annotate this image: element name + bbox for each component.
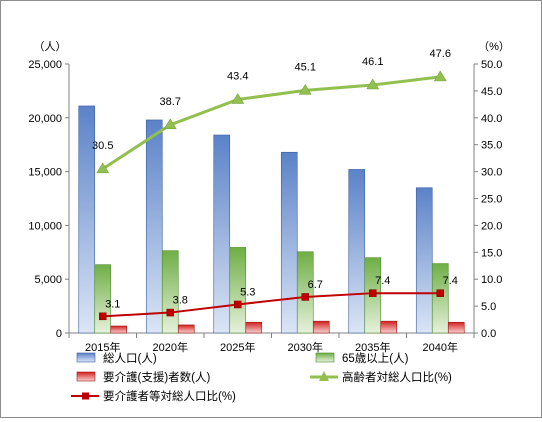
triangle-marker-3 [231, 93, 245, 104]
right-axis-tick-label: 45.0 [481, 86, 502, 98]
care-rate-label-1: 3.1 [105, 298, 120, 310]
bar-3-5 [380, 320, 398, 334]
triangle-marker-2 [163, 118, 177, 130]
bar-3-1 [110, 325, 128, 334]
square-marker-2 [166, 308, 174, 317]
left-axis-tick-label: 25,000 [28, 59, 62, 71]
bar-2-4 [296, 251, 314, 334]
left-axis-unit: （人） [34, 40, 67, 53]
triangle-marker-5 [366, 78, 380, 90]
legend-label-1: 総人口(人) [103, 351, 157, 365]
x-axis-tick-label: 2030年 [288, 340, 323, 354]
bar-2-2 [161, 250, 179, 334]
right-axis-unit: （%） [478, 40, 510, 53]
bar-3-4 [312, 320, 330, 334]
right-axis-tick-label: 30.0 [481, 167, 502, 179]
line-series-2 [102, 292, 441, 318]
x-axis-tick-label: 2015年 [85, 340, 120, 354]
right-axis-tick-label: 10.0 [481, 274, 502, 286]
triangle-marker-4 [298, 83, 312, 95]
legend: 総人口(人) 65歳以上(人) 要介護(支援)者数(人) 高齢者対総人口比(%) 要介護… [71, 351, 452, 403]
left-axis-tick-label: 0 [56, 328, 62, 340]
legend-marker-4 [319, 371, 329, 381]
axes: 0 5,000 10,000 15,000 20,000 25,000 0.0 5.0 10.0… [28, 40, 510, 354]
x-axis-tick-label: 2020年 [153, 340, 188, 354]
square-marker-1 [99, 312, 107, 321]
x-axis-tick-label: 2040年 [423, 340, 458, 354]
bar-3-2 [177, 324, 195, 334]
legend-swatch-1 [76, 352, 96, 363]
legend-swatch-2 [315, 352, 335, 363]
care-rate-label-4: 6.7 [308, 279, 323, 291]
left-axis-tick-label: 10,000 [28, 220, 62, 232]
x-axis-tick-label: 2035年 [355, 340, 390, 354]
bar-3-6 [447, 321, 465, 334]
x-axis-tick-label: 2025年 [220, 340, 255, 354]
bar-3-3 [245, 321, 263, 334]
legend-swatch-3 [76, 371, 96, 382]
aging-rate-label-1: 30.5 [92, 140, 113, 152]
legend-marker-5 [82, 392, 89, 400]
bar-1-1 [78, 105, 96, 334]
bar-2-3 [229, 247, 247, 334]
care-rate-label-6: 7.4 [443, 275, 458, 287]
bar-1-6 [415, 187, 433, 334]
aging-rate-label-5: 46.1 [362, 56, 383, 68]
right-axis-tick-label: 40.0 [481, 113, 502, 125]
aging-rate-label-4: 45.1 [295, 61, 316, 73]
legend-label-5: 要介護者等対総人口比(%) [103, 389, 236, 403]
lines [96, 70, 447, 321]
bar-1-4 [280, 151, 298, 334]
right-axis-tick-label: 5.0 [481, 301, 496, 313]
aging-rate-label-3: 43.4 [227, 71, 248, 83]
bar-1-5 [348, 169, 366, 334]
care-rate-label-2: 3.8 [173, 295, 188, 307]
left-axis-tick-label: 20,000 [28, 113, 62, 125]
legend-label-3: 要介護(支援)者数(人) [103, 370, 210, 384]
square-marker-6 [436, 289, 444, 297]
right-axis-tick-label: 25.0 [481, 194, 502, 206]
aging-rate-label-6: 47.6 [430, 48, 451, 60]
left-axis-tick-label: 15,000 [28, 167, 62, 179]
care-rate-label-5: 7.4 [375, 275, 390, 287]
legend-label-2: 65歳以上(人) [342, 352, 409, 365]
aging-rate-label-2: 38.7 [160, 96, 181, 108]
square-marker-3 [234, 300, 242, 309]
care-rate-label-3: 5.3 [240, 286, 255, 298]
square-marker-5 [369, 289, 377, 297]
right-axis-tick-label: 35.0 [481, 140, 502, 152]
right-axis-tick-label: 50.0 [481, 59, 502, 71]
triangle-marker-6 [433, 70, 447, 82]
square-marker-4 [301, 293, 309, 301]
right-axis-tick-label: 15.0 [481, 247, 502, 259]
right-axis-tick-label: 20.0 [481, 220, 502, 232]
bar-1-3 [213, 134, 231, 334]
data-labels: 30.5 38.7 43.4 45.1 46.1 47.6 3.1 3.8 5.3 6.7 7.4 7… [92, 48, 458, 310]
right-axis-tick-label: 0.0 [481, 328, 496, 340]
legend-label-4: 高齢者対総人口比(%) [342, 370, 452, 384]
left-axis-tick-label: 5,000 [34, 274, 62, 286]
bar-1-2 [145, 119, 163, 334]
line-series-1 [101, 75, 441, 171]
bars [78, 105, 465, 334]
bar-2-6 [431, 263, 449, 334]
triangle-marker-1 [96, 162, 110, 174]
